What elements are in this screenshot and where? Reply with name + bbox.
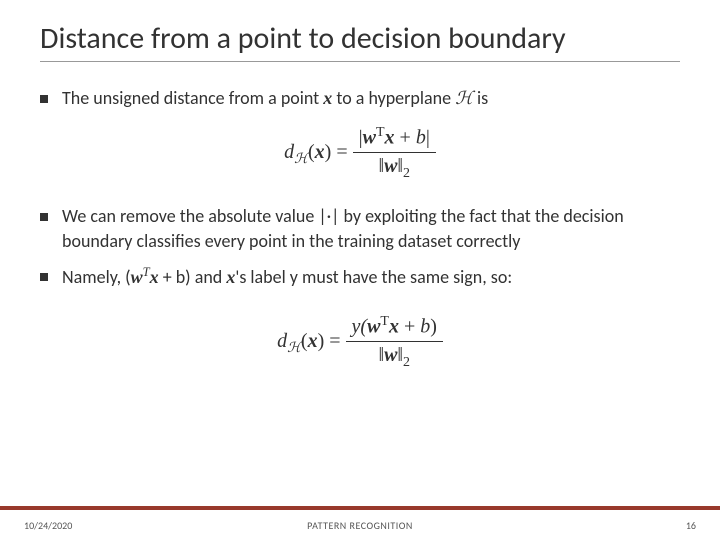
superscript-T: T bbox=[376, 125, 385, 140]
numerator: y(wTx + b) bbox=[346, 314, 443, 342]
var-d: d bbox=[284, 141, 294, 163]
var-y: y( bbox=[352, 316, 368, 338]
var-w: w bbox=[384, 155, 397, 177]
text-fragment: 's label y must have the same sign, so: bbox=[235, 266, 512, 288]
var-w: w bbox=[384, 344, 397, 366]
footer-label: PATTERN RECOGNITION bbox=[307, 519, 413, 532]
var-x: x bbox=[389, 316, 399, 338]
bullet-1: The unsigned distance from a point x to … bbox=[40, 86, 680, 111]
slide-footer: 10/24/2020 PATTERN RECOGNITION 16 bbox=[0, 506, 720, 540]
bullet-marker-icon bbox=[40, 213, 48, 221]
subscript-H: ℋ bbox=[287, 341, 301, 356]
var-H: ℋ bbox=[455, 88, 473, 108]
fraction: y(wTx + b) ‖w‖2 bbox=[346, 314, 443, 371]
subscript-2: 2 bbox=[403, 166, 410, 181]
fraction: |wTx + b| ‖w‖2 bbox=[353, 125, 436, 182]
var-x: x bbox=[315, 141, 325, 163]
superscript-T: T bbox=[143, 265, 150, 279]
bullet-1-text: The unsigned distance from a point x to … bbox=[62, 86, 488, 111]
op-plus: + bbox=[399, 316, 420, 338]
abs-bar: | bbox=[426, 127, 430, 149]
var-w: w bbox=[367, 316, 380, 338]
numerator: |wTx + b| bbox=[353, 125, 436, 153]
bullet-2-text: We can remove the absolute value |·| by … bbox=[62, 204, 680, 254]
superscript-T: T bbox=[380, 314, 389, 329]
var-d: d bbox=[277, 330, 287, 352]
subscript-2: 2 bbox=[403, 355, 410, 370]
text-fragment: + b) bbox=[159, 266, 191, 288]
bullet-3-text: Namely, (wTx + b) and x's label y must h… bbox=[62, 264, 512, 290]
text-fragment: Namely, ( bbox=[62, 266, 131, 288]
text-fragment: is bbox=[473, 87, 488, 109]
var-x: x bbox=[150, 267, 159, 287]
var-x: x bbox=[226, 267, 235, 287]
footer-date: 10/24/2020 bbox=[24, 519, 72, 532]
formula-1: dℋ(x) = |wTx + b| ‖w‖2 bbox=[40, 125, 680, 182]
text-fragment: and bbox=[191, 266, 227, 288]
var-b: b bbox=[416, 127, 426, 149]
op-plus: + bbox=[395, 127, 416, 149]
var-x: x bbox=[308, 330, 318, 352]
var-w: w bbox=[131, 267, 143, 287]
bullet-marker-icon bbox=[40, 95, 48, 103]
formula-2: dℋ(x) = y(wTx + b) ‖w‖2 bbox=[40, 314, 680, 371]
var-x: x bbox=[385, 127, 395, 149]
var-w: w bbox=[363, 127, 376, 149]
bullet-3: Namely, (wTx + b) and x's label y must h… bbox=[40, 264, 680, 290]
denominator: ‖w‖2 bbox=[346, 342, 443, 371]
close-paren: ) bbox=[430, 316, 437, 338]
bullet-marker-icon bbox=[40, 273, 48, 281]
subscript-H: ℋ bbox=[294, 152, 308, 167]
var-b: b bbox=[420, 316, 430, 338]
footer-page-number: 16 bbox=[686, 519, 696, 532]
slide: Distance from a point to decision bounda… bbox=[0, 0, 720, 540]
var-x: x bbox=[323, 88, 332, 108]
bullet-2: We can remove the absolute value |·| by … bbox=[40, 204, 680, 254]
text-fragment: to a hyperplane bbox=[332, 87, 455, 109]
denominator: ‖w‖2 bbox=[353, 153, 436, 182]
slide-title: Distance from a point to decision bounda… bbox=[40, 20, 680, 62]
text-fragment: The unsigned distance from a point bbox=[62, 87, 323, 109]
